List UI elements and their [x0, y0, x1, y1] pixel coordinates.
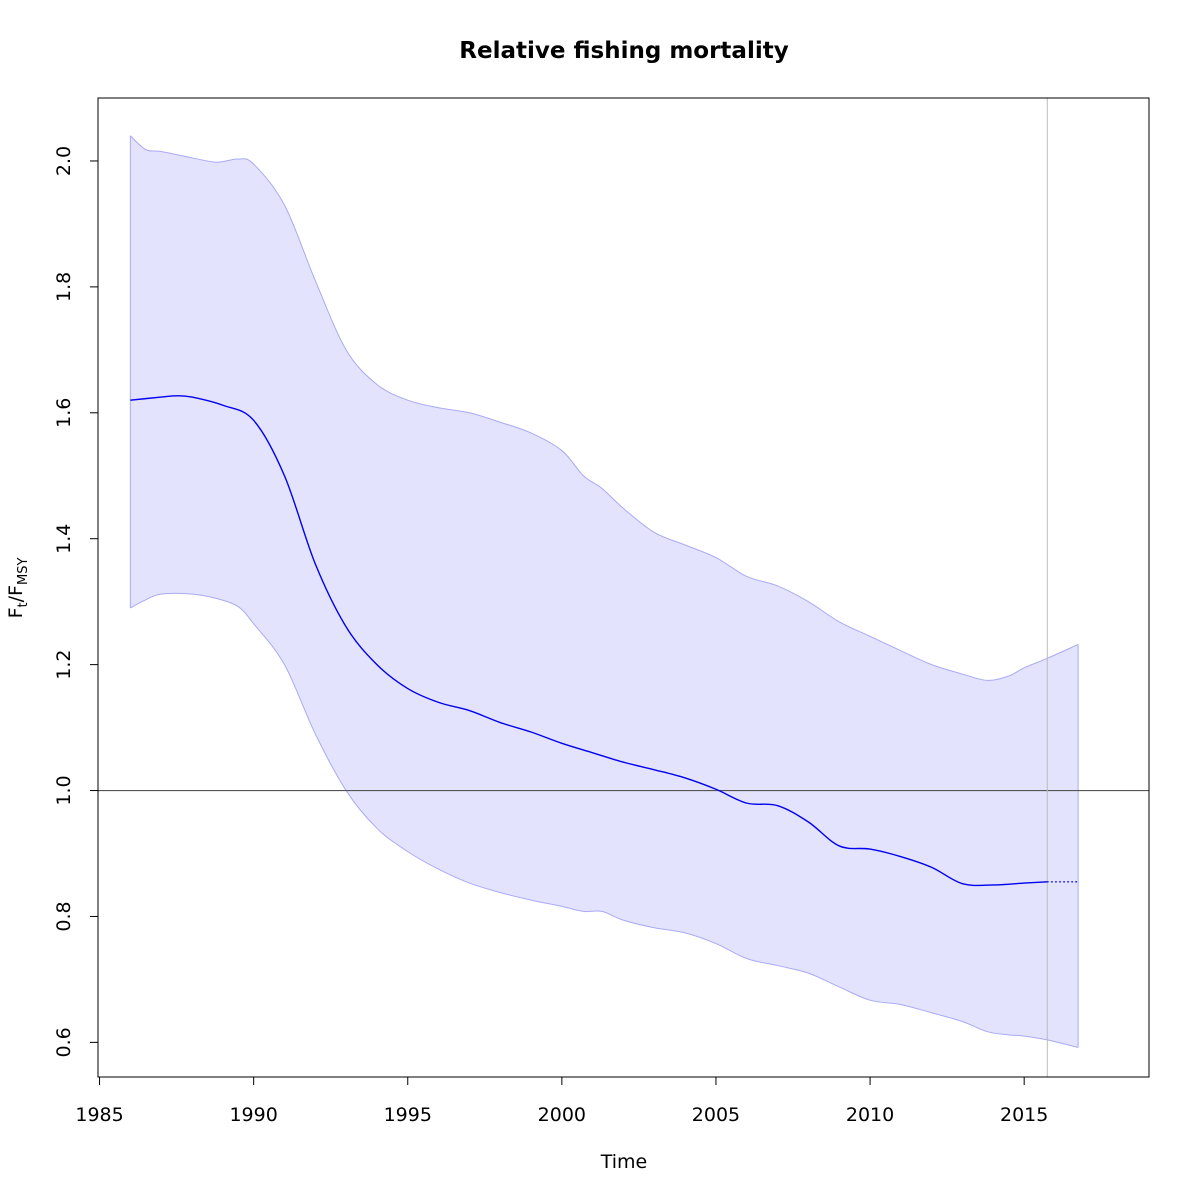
y-label-sep: /F — [5, 585, 27, 602]
band-upper-edge — [130, 135, 1079, 681]
x-axis: 1985 1990 1995 2000 2005 2010 2015 — [75, 1076, 1048, 1126]
x-tick-label: 2015 — [1000, 1104, 1048, 1126]
x-tick-label: 2005 — [692, 1104, 740, 1126]
y-tick-label: 1.4 — [53, 524, 75, 554]
chart-title: Relative fishing mortality — [459, 38, 788, 64]
confidence-band — [130, 135, 1079, 1048]
y-axis-label: Ft/FMSY — [5, 558, 31, 619]
y-tick-label: 2.0 — [53, 146, 75, 176]
y-label-sub2: MSY — [16, 558, 31, 585]
y-label-main: F — [5, 607, 27, 618]
y-tick-label: 1.0 — [53, 775, 75, 805]
y-tick-label: 1.2 — [53, 650, 75, 680]
x-tick-label: 2010 — [846, 1104, 894, 1126]
series-line-estimate — [130, 395, 1048, 887]
x-tick-label: 1985 — [75, 1104, 123, 1126]
x-axis-label: Time — [600, 1151, 648, 1173]
x-tick-label: 2000 — [538, 1104, 586, 1126]
x-tick-label: 1995 — [384, 1104, 432, 1126]
y-tick-label: 0.8 — [53, 901, 75, 931]
band-lower-edge — [130, 592, 1079, 1048]
plot-area — [98, 98, 1149, 1077]
y-label-sub1: t — [16, 602, 31, 607]
y-tick-label: 1.8 — [53, 272, 75, 302]
y-axis: 0.6 0.8 1.0 1.2 1.4 1.6 1.8 2.0 — [53, 146, 99, 1057]
y-tick-label: 0.6 — [53, 1027, 75, 1057]
y-tick-label: 1.6 — [53, 398, 75, 428]
x-tick-label: 1990 — [229, 1104, 277, 1126]
